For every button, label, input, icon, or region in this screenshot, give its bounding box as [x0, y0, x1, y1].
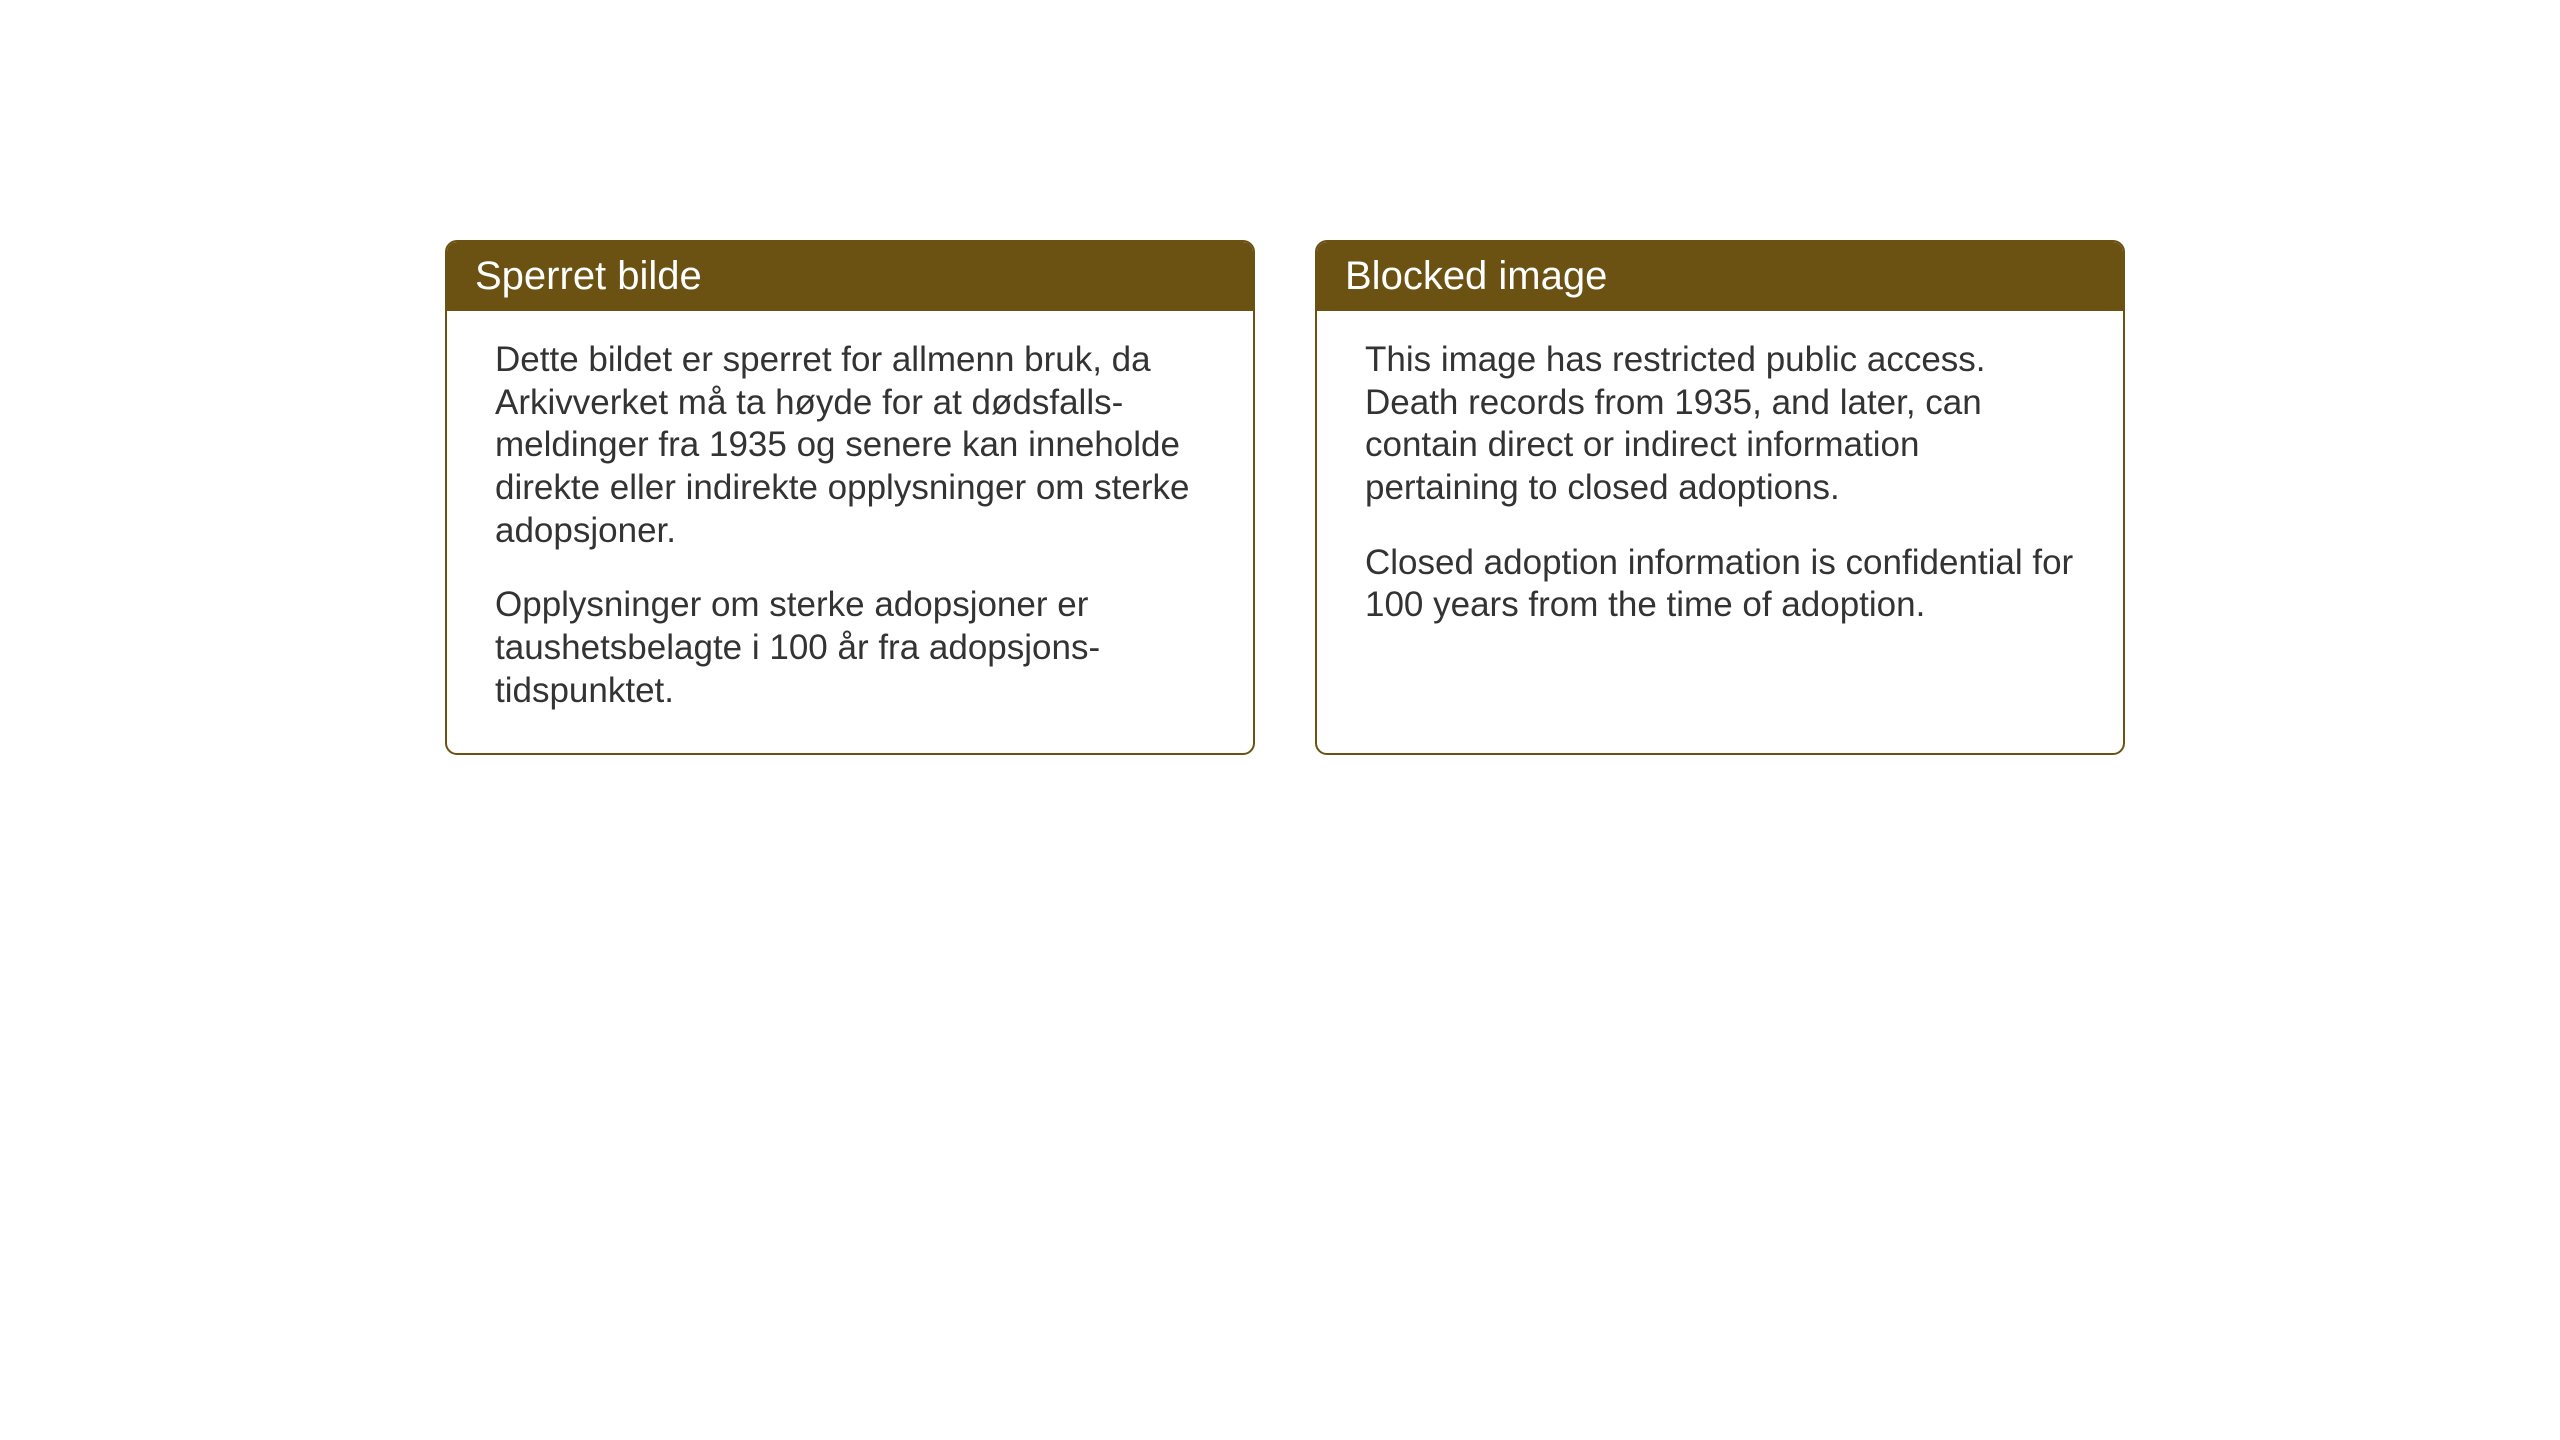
notice-body-english: This image has restricted public access.… [1317, 311, 2123, 667]
notice-header-english: Blocked image [1317, 242, 2123, 311]
notice-header-norwegian: Sperret bilde [447, 242, 1253, 311]
notice-box-norwegian: Sperret bilde Dette bildet er sperret fo… [445, 240, 1255, 755]
notice-container: Sperret bilde Dette bildet er sperret fo… [445, 240, 2125, 755]
notice-box-english: Blocked image This image has restricted … [1315, 240, 2125, 755]
notice-paragraph: Closed adoption information is confident… [1365, 542, 2075, 627]
notice-paragraph: This image has restricted public access.… [1365, 339, 2075, 510]
notice-paragraph: Dette bildet er sperret for allmenn bruk… [495, 339, 1205, 552]
notice-paragraph: Opplysninger om sterke adopsjoner er tau… [495, 584, 1205, 712]
notice-body-norwegian: Dette bildet er sperret for allmenn bruk… [447, 311, 1253, 753]
